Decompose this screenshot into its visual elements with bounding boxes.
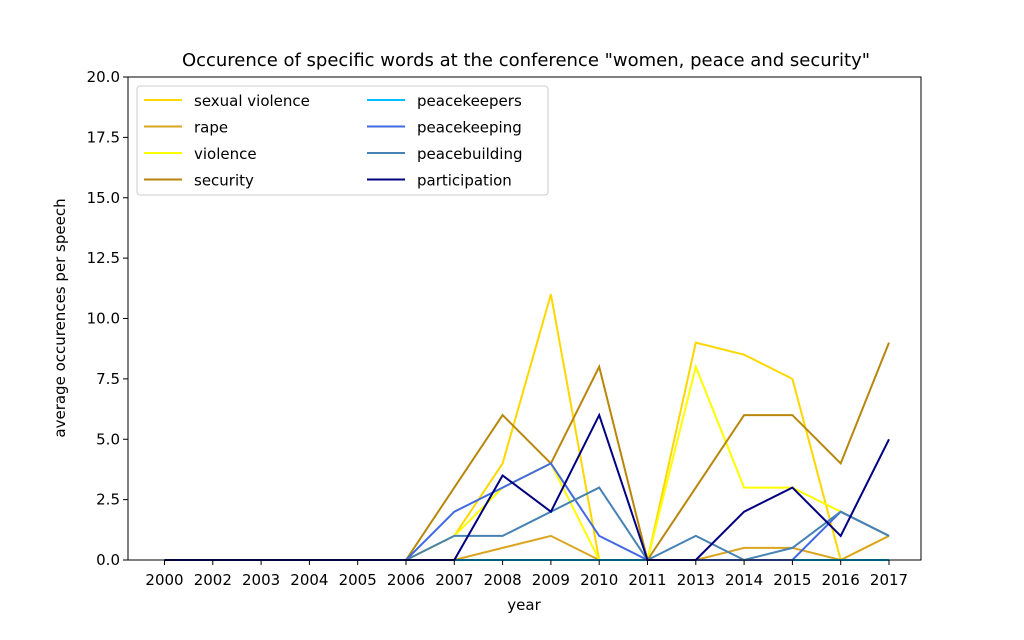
x-tick-label: 2005 <box>339 571 377 589</box>
x-tick-label: 2003 <box>242 571 280 589</box>
x-tick-label: 2017 <box>870 571 908 589</box>
x-axis: 2000 2002 2003 2004 2005 2006 2007 2008 2009 2010… <box>145 560 908 589</box>
x-tick-label: 2000 <box>145 571 183 589</box>
y-axis: 0.0 2.5 5.0 7.5 10.0 12.5 15.0 17.5 20.0 <box>87 68 128 569</box>
x-tick-label: 2004 <box>290 571 328 589</box>
series-line-peacekeeping <box>164 462 890 561</box>
y-tick-label: 5.0 <box>96 430 120 448</box>
series-line-sexual-violence <box>164 294 890 562</box>
legend-label-peacekeeping: peacekeeping <box>417 119 522 137</box>
legend-label-sexual-violence: sexual violence <box>194 92 310 110</box>
y-tick-label: 15.0 <box>87 189 120 207</box>
legend-label-peacebuilding: peacebuilding <box>417 145 523 163</box>
x-tick-label: 2011 <box>628 571 666 589</box>
x-tick-label: 2013 <box>677 571 715 589</box>
legend: sexual violence rape violence security peace… <box>136 85 549 196</box>
legend-label-security: security <box>194 172 254 190</box>
plot-lines <box>164 294 890 563</box>
legend-label-violence: violence <box>194 145 257 163</box>
legend-box <box>136 85 549 196</box>
x-tick-label: 2007 <box>435 571 473 589</box>
legend-label-rape: rape <box>194 119 228 137</box>
x-tick-label: 2015 <box>773 571 811 589</box>
legend-label-participation: participation <box>417 172 512 190</box>
y-tick-label: 0.0 <box>96 551 120 569</box>
x-tick-label: 2002 <box>194 571 232 589</box>
legend-label-peacekeepers: peacekeepers <box>417 92 522 110</box>
y-tick-label: 10.0 <box>87 310 120 328</box>
y-axis-label: average occurences per speech <box>51 198 69 437</box>
chart-title: Occurence of specific words at the confe… <box>182 50 870 71</box>
x-tick-label: 2014 <box>725 571 763 589</box>
x-tick-label: 2009 <box>532 571 570 589</box>
x-axis-label: year <box>507 596 541 614</box>
y-tick-label: 12.5 <box>87 249 120 267</box>
y-tick-label: 20.0 <box>87 68 120 86</box>
series-line-peacebuilding <box>164 486 890 562</box>
y-tick-label: 2.5 <box>96 491 120 509</box>
y-tick-label: 17.5 <box>87 128 120 146</box>
y-tick-label: 7.5 <box>96 370 120 388</box>
x-tick-label: 2006 <box>387 571 425 589</box>
x-tick-label: 2010 <box>580 571 618 589</box>
series-line-violence <box>164 363 890 561</box>
series-line-rape <box>164 534 890 562</box>
x-tick-label: 2008 <box>484 571 522 589</box>
x-tick-label: 2016 <box>822 571 860 589</box>
